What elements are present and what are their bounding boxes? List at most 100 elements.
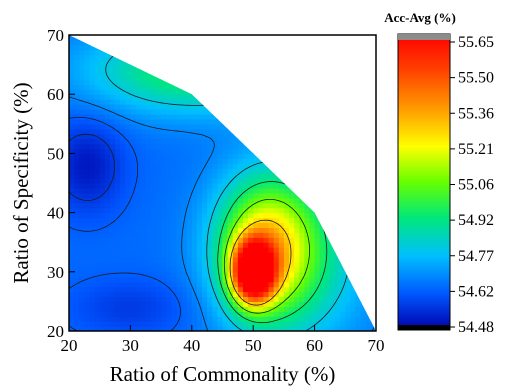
heatmap-cell xyxy=(186,232,193,238)
heatmap-cell xyxy=(130,311,137,317)
heatmap-cell xyxy=(340,321,346,327)
heatmap-cell xyxy=(196,301,203,307)
heatmap-cell xyxy=(161,99,167,105)
heatmap-cell xyxy=(237,242,244,248)
heatmap-cell xyxy=(171,266,178,273)
heatmap-cell xyxy=(299,291,305,298)
heatmap-cell xyxy=(181,187,188,194)
heatmap-cell xyxy=(278,252,285,258)
heatmap-cell xyxy=(115,222,121,228)
heatmap-cell xyxy=(237,163,244,169)
heatmap-cell xyxy=(171,168,178,174)
heatmap-cell xyxy=(130,99,137,105)
heatmap-cell xyxy=(79,242,85,248)
heatmap-cell xyxy=(79,39,85,46)
heatmap-cell xyxy=(314,296,321,302)
heatmap-cell xyxy=(191,158,198,164)
heatmap-cell xyxy=(135,252,142,258)
heatmap-cell xyxy=(324,276,331,283)
heatmap-cell xyxy=(283,183,290,189)
heatmap-cell xyxy=(232,276,239,283)
heatmap-cell xyxy=(191,296,198,302)
heatmap-cell xyxy=(202,128,208,135)
heatmap-cell xyxy=(109,138,116,145)
heatmap-cell xyxy=(135,227,142,233)
heatmap-cell xyxy=(84,133,91,140)
heatmap-cell xyxy=(171,113,178,120)
heatmap-cell xyxy=(120,296,126,302)
heatmap-cell xyxy=(212,212,218,219)
heatmap-cell xyxy=(109,222,116,228)
heatmap-cell xyxy=(268,316,275,322)
heatmap-cell xyxy=(109,227,116,233)
heatmap-cell xyxy=(104,207,111,214)
heatmap-cell xyxy=(135,271,142,278)
heatmap-cell xyxy=(207,197,213,204)
heatmap-cell xyxy=(161,128,167,135)
heatmap-cell xyxy=(258,286,265,293)
heatmap-cell xyxy=(191,163,198,169)
heatmap-cell xyxy=(222,286,229,293)
heatmap-cell xyxy=(253,187,259,194)
heatmap-cell xyxy=(329,281,336,288)
heatmap-cell xyxy=(207,286,213,293)
heatmap-cell xyxy=(222,281,229,288)
heatmap-cell xyxy=(222,143,229,150)
heatmap-cell xyxy=(186,158,193,164)
heatmap-cell xyxy=(94,49,101,56)
heatmap-cell xyxy=(258,212,265,219)
heatmap-cell xyxy=(207,113,213,120)
heatmap-cell xyxy=(115,74,121,80)
heatmap-cell xyxy=(273,232,280,238)
heatmap-cell xyxy=(155,222,162,228)
heatmap-cell xyxy=(79,138,85,145)
heatmap-cell xyxy=(176,306,183,312)
heatmap-cell xyxy=(273,257,280,263)
heatmap-cell xyxy=(319,261,326,268)
heatmap-cell xyxy=(94,163,101,169)
heatmap-cell xyxy=(94,266,101,273)
heatmap-cell xyxy=(186,183,193,189)
heatmap-cell xyxy=(120,158,126,164)
heatmap-cell xyxy=(278,212,285,219)
heatmap-cell xyxy=(232,261,239,268)
heatmap-cell xyxy=(181,99,188,105)
heatmap-cell xyxy=(89,266,96,273)
heatmap-cell xyxy=(74,261,80,268)
heatmap-cell xyxy=(171,252,178,258)
heatmap-cell xyxy=(79,168,85,174)
heatmap-cell xyxy=(263,242,270,248)
heatmap-cell xyxy=(109,301,116,307)
heatmap-cell xyxy=(135,281,142,288)
heatmap-cell xyxy=(135,257,142,263)
heatmap-cell xyxy=(253,173,259,179)
heatmap-cell xyxy=(130,207,137,214)
heatmap-cell xyxy=(84,187,91,194)
heatmap-cell xyxy=(227,316,234,322)
heatmap-cell xyxy=(145,281,152,288)
heatmap-cell xyxy=(74,133,80,140)
heatmap-cell xyxy=(104,94,111,100)
heatmap-cell xyxy=(79,311,85,317)
heatmap-cell xyxy=(89,212,96,219)
heatmap-cell xyxy=(304,271,311,278)
heatmap-cell xyxy=(79,197,85,204)
heatmap-cell xyxy=(227,237,234,243)
heatmap-cell xyxy=(155,148,162,154)
heatmap-cell xyxy=(248,306,254,312)
heatmap-cell xyxy=(171,89,178,95)
heatmap-cell xyxy=(176,321,183,327)
heatmap-cell xyxy=(69,123,75,130)
heatmap-cell xyxy=(79,109,85,115)
heatmap-cell xyxy=(324,286,331,293)
heatmap-cell xyxy=(253,227,259,233)
heatmap-cell xyxy=(120,311,126,317)
heatmap-cell xyxy=(309,261,316,268)
heatmap-cell xyxy=(89,74,96,80)
heatmap-cell xyxy=(222,242,229,248)
heatmap-cell xyxy=(232,232,239,238)
heatmap-cell xyxy=(135,326,142,331)
heatmap-cell xyxy=(145,261,152,268)
heatmap-cell xyxy=(176,183,183,189)
heatmap-cell xyxy=(89,207,96,214)
